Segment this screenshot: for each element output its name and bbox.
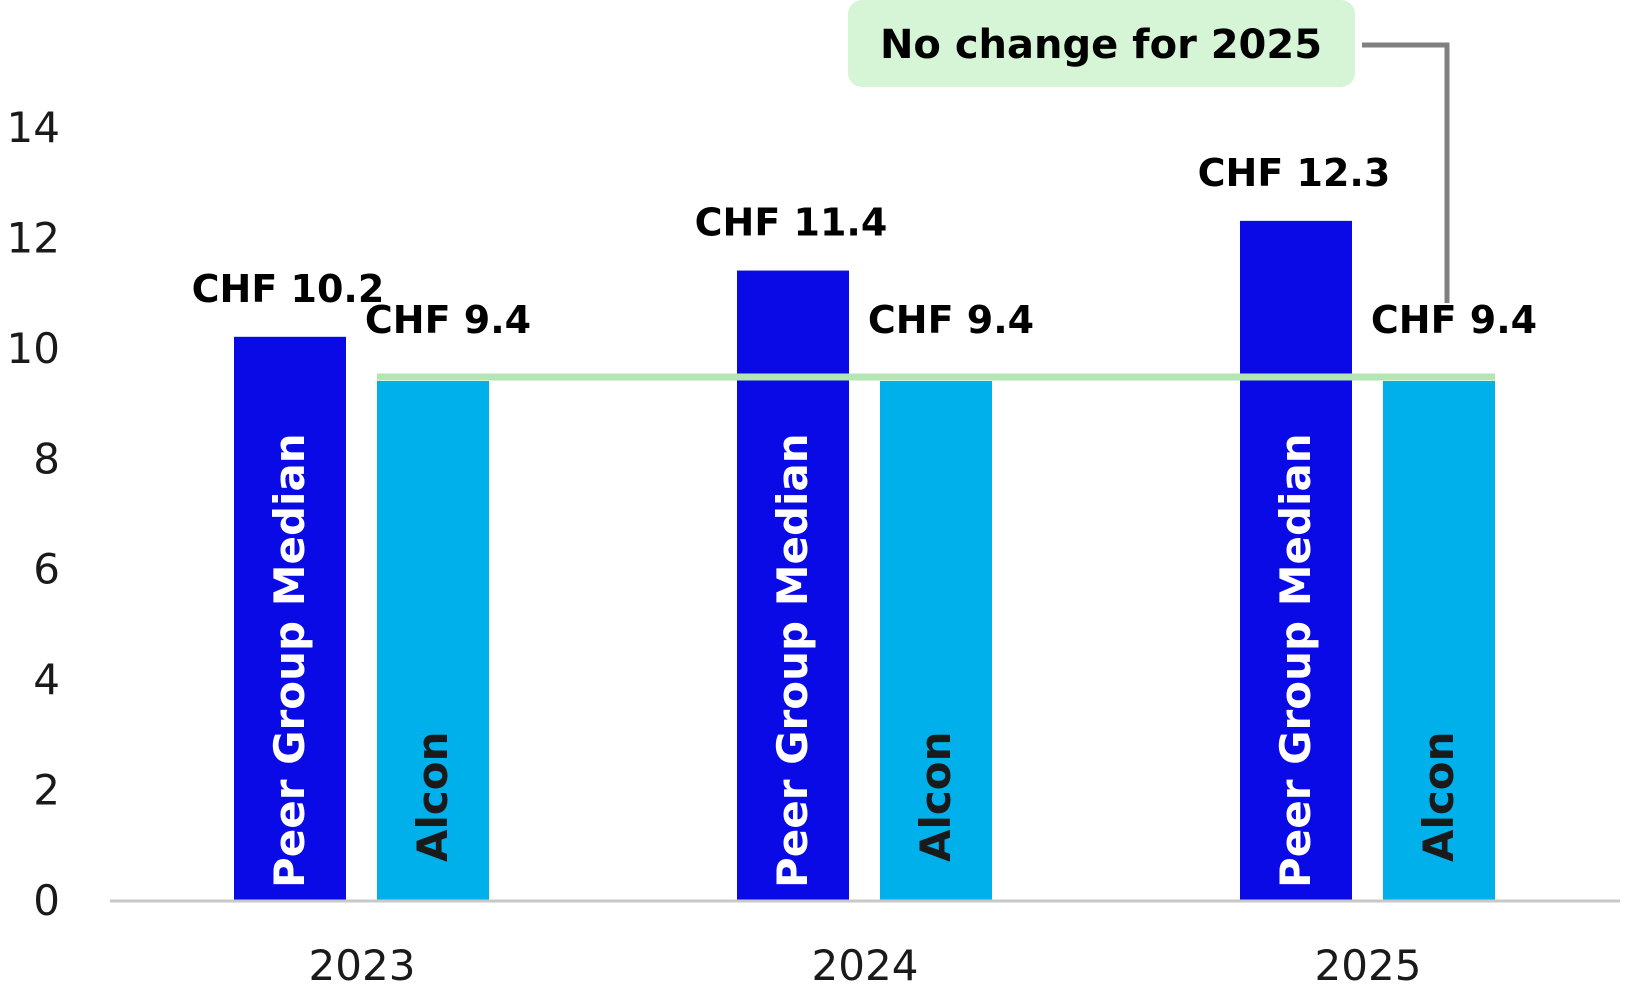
x-tick-label: 2025	[1315, 941, 1422, 990]
data-label: CHF 9.4	[365, 298, 531, 342]
annotation-connector	[1362, 42, 1450, 303]
y-tick-label: 6	[33, 545, 60, 594]
bar-series-label: Alcon	[1414, 731, 1463, 862]
y-tick-label: 12	[7, 213, 60, 262]
bar-series-label: Alcon	[911, 731, 960, 862]
y-tick-label: 2	[33, 766, 60, 815]
x-tick-label: 2024	[812, 941, 919, 990]
bar-peer-group-median-2023	[234, 336, 346, 900]
x-tick-label: 2023	[309, 941, 416, 990]
data-label: CHF 9.4	[868, 298, 1034, 342]
bar-alcon-2023	[377, 380, 489, 900]
y-tick-label: 14	[7, 103, 60, 152]
bar-series-label: Peer Group Median	[1271, 433, 1320, 888]
data-label: CHF 10.2	[192, 267, 385, 311]
bar-alcon-2025	[1383, 380, 1495, 900]
y-tick-label: 10	[7, 324, 60, 373]
y-tick-label: 8	[33, 434, 60, 483]
annotation-box	[848, 0, 1355, 87]
bar-peer-group-median-2025	[1240, 220, 1352, 901]
bar-series-label: Peer Group Median	[768, 433, 817, 888]
bar-series-label: Peer Group Median	[265, 433, 314, 888]
y-tick-label: 0	[33, 876, 60, 925]
data-label: CHF 11.4	[695, 201, 888, 245]
bar-series-label: Alcon	[408, 731, 457, 862]
annotation-text: No change for 2025	[880, 22, 1322, 68]
data-label: CHF 9.4	[1371, 298, 1537, 342]
data-label: CHF 12.3	[1198, 151, 1391, 195]
bar-alcon-2024	[880, 380, 992, 900]
y-tick-label: 4	[33, 655, 60, 704]
